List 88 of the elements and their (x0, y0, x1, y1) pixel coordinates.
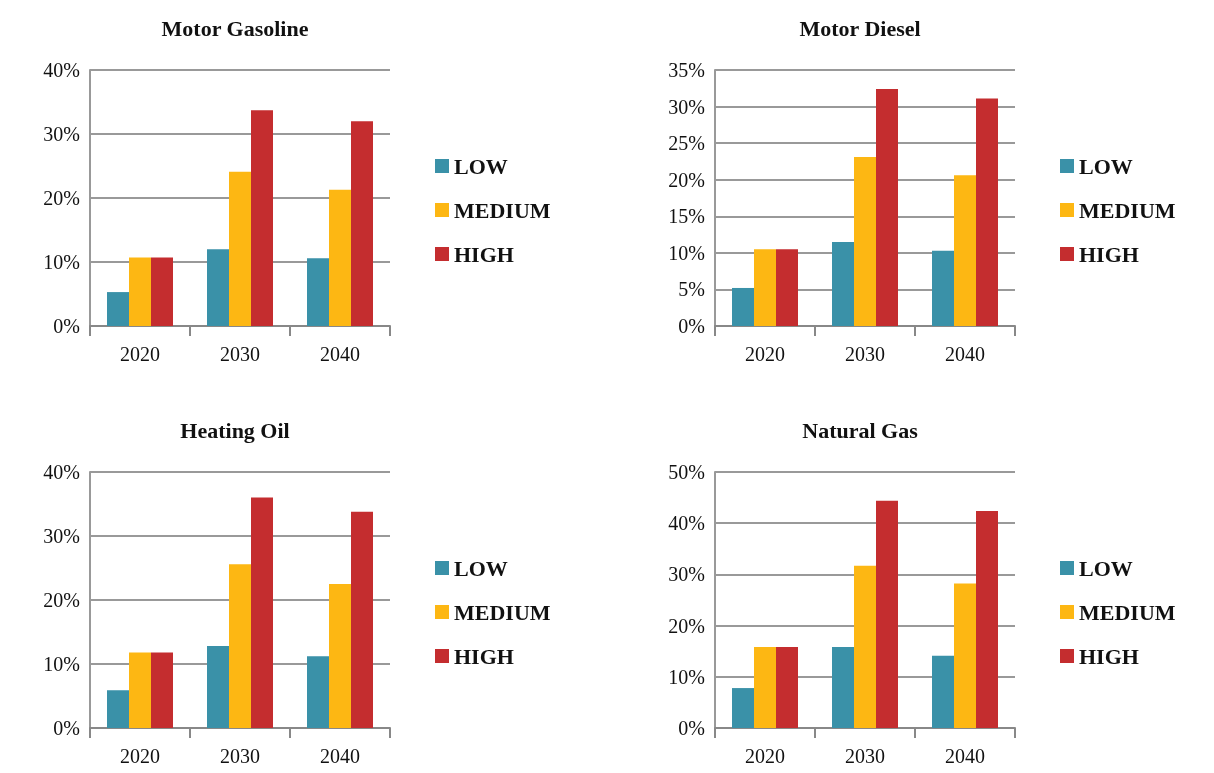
bar (976, 98, 998, 326)
y-tick-label: 50% (668, 461, 705, 483)
bar (976, 510, 998, 728)
bar (854, 565, 876, 728)
bar (107, 690, 129, 728)
bar (229, 171, 251, 326)
x-tick-label: 2020 (120, 745, 160, 767)
y-tick-label: 0% (678, 315, 705, 337)
x-tick-label: 2020 (745, 745, 785, 767)
y-tick-label: 5% (678, 278, 705, 301)
y-tick-label: 0% (53, 717, 80, 739)
legend-label: HIGH (454, 643, 514, 669)
x-tick-label: 2040 (320, 745, 360, 767)
bar (251, 497, 273, 728)
bar (351, 511, 373, 728)
bar (307, 258, 329, 326)
y-tick-label: 40% (43, 59, 80, 81)
bar (151, 257, 173, 326)
y-tick-label: 20% (668, 168, 705, 191)
legend-label: LOW (1079, 555, 1133, 581)
legend-label: LOW (454, 153, 508, 179)
bar (329, 584, 351, 728)
bar (251, 110, 273, 326)
bar (932, 250, 954, 326)
x-tick-label: 2030 (845, 745, 885, 767)
y-tick-label: 20% (43, 187, 80, 209)
y-tick-label: 40% (668, 512, 705, 535)
chart-title: Motor Diesel (799, 15, 921, 41)
bar (776, 249, 798, 326)
x-tick-label: 2040 (945, 343, 985, 365)
y-tick-label: 20% (43, 589, 80, 611)
bar (954, 583, 976, 728)
y-tick-label: 30% (668, 563, 705, 586)
bar (151, 652, 173, 728)
bar (107, 292, 129, 326)
y-tick-label: 10% (43, 653, 80, 675)
x-tick-label: 2030 (845, 343, 885, 365)
y-tick-label: 10% (43, 251, 80, 273)
y-tick-label: 40% (43, 461, 80, 483)
x-tick-label: 2030 (220, 745, 260, 767)
x-tick-label: 2040 (945, 745, 985, 767)
bar (732, 287, 754, 326)
chart-title: Natural Gas (802, 417, 919, 443)
bar (329, 189, 351, 326)
bar (876, 89, 898, 326)
legend-label: LOW (454, 555, 508, 581)
y-tick-label: 10% (668, 665, 705, 688)
chart-title: Motor Gasoline (161, 15, 309, 41)
y-tick-label: 15% (668, 205, 705, 228)
bar (776, 647, 798, 728)
y-tick-label: 0% (678, 717, 705, 739)
bar (932, 655, 954, 728)
bar (832, 241, 854, 326)
legend-label: HIGH (1079, 241, 1139, 267)
y-tick-label: 0% (53, 315, 80, 337)
bar (351, 121, 373, 326)
y-tick-label: 35% (668, 59, 705, 81)
bar (832, 647, 854, 728)
legend-label: HIGH (1079, 643, 1139, 669)
legend-label: MEDIUM (454, 599, 551, 625)
legend-label: HIGH (454, 241, 514, 267)
y-tick-label: 30% (43, 525, 80, 547)
legend-label: LOW (1079, 153, 1133, 179)
x-tick-label: 2020 (120, 343, 160, 365)
y-tick-label: 10% (668, 241, 705, 264)
x-tick-label: 2030 (220, 343, 260, 365)
bar (229, 564, 251, 728)
y-tick-label: 30% (668, 95, 705, 118)
legend-label: MEDIUM (1079, 599, 1176, 625)
x-tick-label: 2020 (745, 343, 785, 365)
bar (129, 257, 151, 326)
bar (129, 652, 151, 728)
bar (876, 500, 898, 728)
bar (754, 249, 776, 326)
x-tick-label: 2040 (320, 343, 360, 365)
bar (732, 688, 754, 728)
bar (754, 647, 776, 728)
y-tick-label: 20% (668, 614, 705, 637)
y-tick-label: 25% (668, 132, 705, 155)
bar (207, 249, 229, 326)
bar (307, 656, 329, 728)
bar (854, 157, 876, 326)
bar (954, 175, 976, 326)
legend-label: MEDIUM (454, 197, 551, 223)
bar (207, 646, 229, 728)
y-tick-label: 30% (43, 123, 80, 145)
legend-label: MEDIUM (1079, 197, 1176, 223)
chart-title: Heating Oil (180, 417, 290, 443)
